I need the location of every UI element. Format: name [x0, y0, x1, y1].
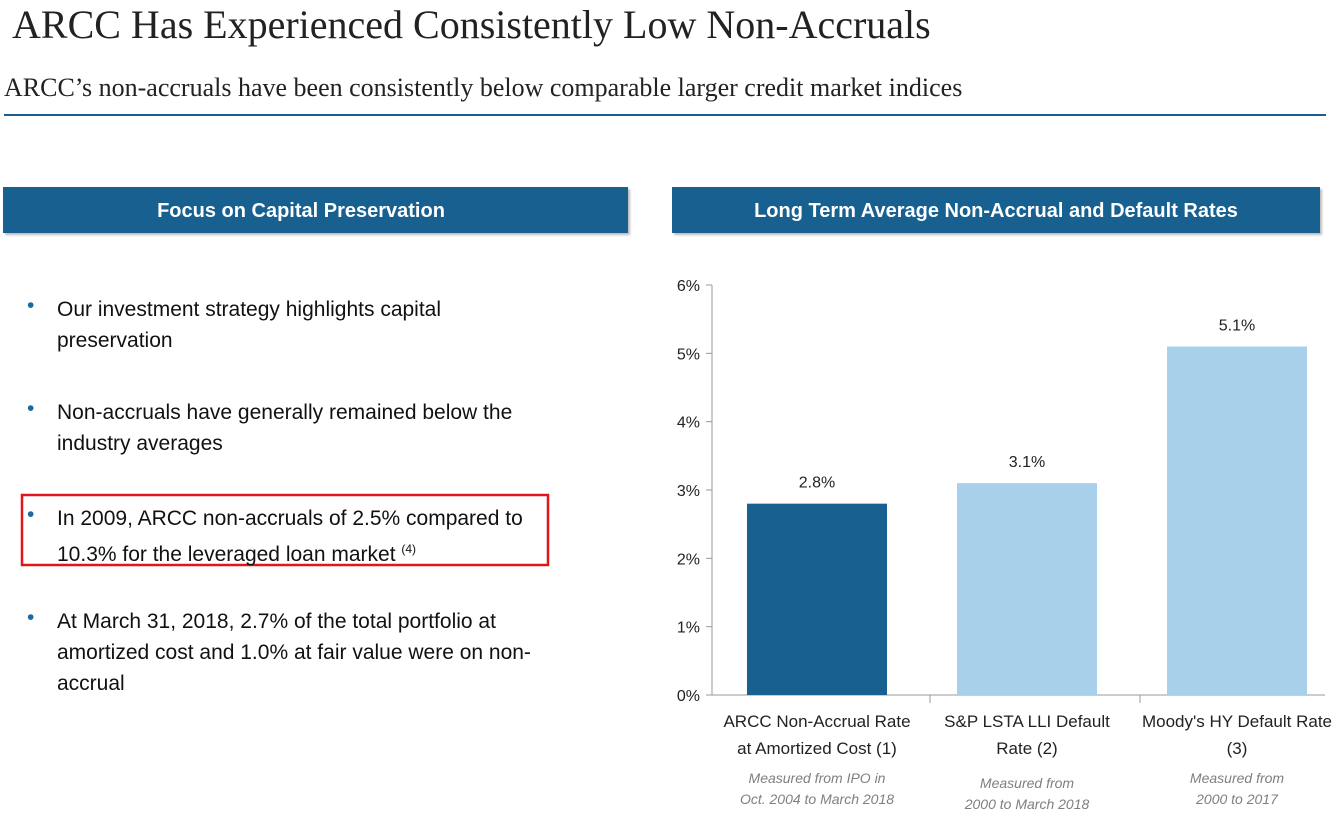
x-tick-label: Moody's HY Default Rate (3) — [1141, 712, 1333, 758]
category-note: Oct. 2004 to March 2018 — [739, 791, 895, 807]
x-tick-label: S&P LSTA LLI Default Rate (2) — [944, 712, 1110, 758]
bullet-dot: • — [27, 397, 35, 420]
category-note: Measured from — [979, 775, 1075, 791]
bullet-dot: • — [27, 606, 35, 629]
bullet-dot: • — [27, 294, 35, 317]
value-label: 2.8% — [799, 475, 835, 492]
bullet-text: Our investment strategy highlights capit… — [57, 294, 552, 356]
bar — [957, 483, 1097, 695]
category-note: Measured from — [1189, 770, 1285, 786]
bullet-dot: • — [27, 503, 35, 526]
title: ARCC Has Experienced Consistently Low No… — [12, 2, 931, 47]
category-note: 2000 to March 2018 — [964, 796, 1090, 812]
bullet-body: In 2009, ARCC non-accruals of 2.5% compa… — [57, 507, 523, 566]
chart-title: Long Term Average Non-Accrual and Defaul… — [754, 200, 1238, 222]
bullet-body: At March 31, 2018, 2.7% of the total por… — [57, 610, 531, 695]
x-tick-label: ARCC Non-Accrual Rate at Amortized Cost … — [723, 712, 911, 758]
y-tick-label: 6% — [677, 278, 700, 295]
y-tick-label: 3% — [677, 483, 700, 500]
bullet-text: Non-accruals have generally remained bel… — [57, 397, 552, 459]
category-note: 2000 to 2017 — [1196, 791, 1278, 807]
y-tick-label: 5% — [677, 346, 700, 363]
bar — [1167, 346, 1307, 695]
category-note: Measured from IPO in — [748, 770, 886, 786]
y-tick-label: 1% — [677, 620, 700, 637]
y-tick-label: 2% — [677, 551, 700, 568]
value-label: 3.1% — [1009, 454, 1045, 471]
bullet-text: In 2009, ARCC non-accruals of 2.5% compa… — [57, 503, 552, 570]
bullet-body: Our investment strategy highlights capit… — [57, 298, 442, 352]
panel-header — [3, 187, 628, 233]
panel-title: Focus on Capital Preservation — [157, 200, 445, 222]
highlight-box — [20, 493, 550, 567]
subtitle: ARCC’s non-accruals have been consistent… — [4, 73, 962, 102]
bar — [747, 503, 887, 695]
panel-header — [672, 187, 1320, 233]
y-tick-label: 4% — [677, 415, 700, 432]
bullet-text: At March 31, 2018, 2.7% of the total por… — [57, 606, 552, 699]
value-label: 5.1% — [1219, 318, 1255, 335]
bullet-body: Non-accruals have generally remained bel… — [57, 401, 513, 455]
y-tick-label: 0% — [677, 688, 700, 705]
footnote-ref: (4) — [401, 542, 417, 556]
